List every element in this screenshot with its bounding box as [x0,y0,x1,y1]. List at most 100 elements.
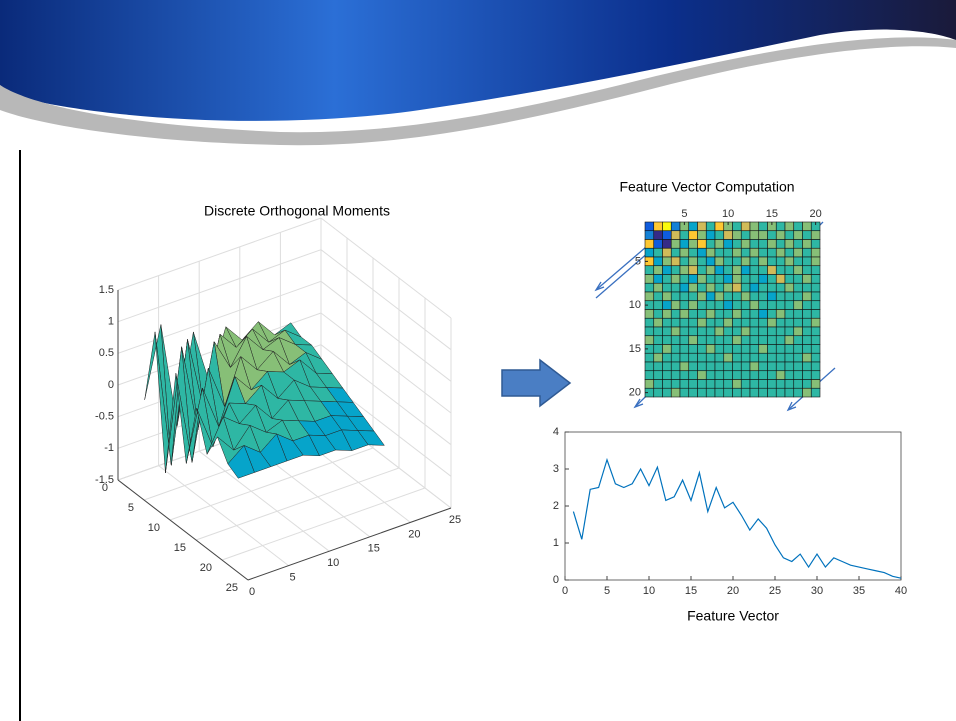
heat-cell [706,275,715,284]
heat-cell [811,292,820,301]
heat-cell [733,318,742,327]
z-tick-label: 0.5 [99,347,114,359]
heat-cell [715,266,724,275]
heat-cell [698,380,707,389]
banner [0,0,956,145]
heat-cell [811,248,820,257]
heat-cell [724,327,733,336]
heat-cell [803,388,812,397]
z-tick-label: -1 [104,442,114,454]
x-tick-label: 10 [327,557,339,569]
heat-cell [645,248,654,257]
heat-cell [776,336,785,345]
heat-cell [794,248,803,257]
chart-title: Discrete Orthogonal Moments [204,203,390,219]
heat-cell [785,301,794,310]
heat-cell [794,257,803,266]
heat-cell [733,380,742,389]
heat-cell [671,222,680,231]
heat-cell [733,362,742,371]
heat-cell [794,283,803,292]
heat-cell [768,318,777,327]
heat-cell [645,283,654,292]
heat-cell [671,266,680,275]
y-tick-label: 20 [200,562,212,574]
x-tick-label: 5 [604,585,610,597]
heat-cell [768,371,777,380]
heat-cell [803,318,812,327]
heat-cell [803,240,812,249]
heat-cell [671,353,680,362]
heat-cell [811,240,820,249]
heat-cell [741,222,750,231]
heat-cell [768,336,777,345]
grid-line [321,218,451,318]
heat-cell [698,310,707,319]
heat-cell [785,327,794,336]
heat-cell [645,327,654,336]
heat-cell [741,283,750,292]
heat-cell [654,345,663,354]
x-tick-label: 5 [290,572,296,584]
heat-cell [715,257,724,266]
heat-cell [785,310,794,319]
heat-cell [759,380,768,389]
heat-cell [680,240,689,249]
heat-cell [741,362,750,371]
heat-cell [715,336,724,345]
heat-cell [794,240,803,249]
heat-cell [680,248,689,257]
heat-cell [733,248,742,257]
heat-cell [724,283,733,292]
heat-cell [680,388,689,397]
heat-cell [724,257,733,266]
heat-cell [785,380,794,389]
heat-cell [706,388,715,397]
heat-cell [741,231,750,240]
heat-cell [724,345,733,354]
heat-cell [689,353,698,362]
heat-cell [645,310,654,319]
heat-cell [671,371,680,380]
heat-cell [706,345,715,354]
y-tick-label: 25 [226,582,238,594]
heat-cell [768,257,777,266]
heat-cell [724,362,733,371]
heat-cell [724,318,733,327]
heat-cell [759,371,768,380]
heat-cell [741,275,750,284]
heat-cell [741,371,750,380]
heat-cell [663,292,672,301]
heat-cell [759,257,768,266]
heat-cell [724,292,733,301]
heat-cell [689,371,698,380]
heat-cell [654,248,663,257]
heat-cell [654,388,663,397]
heat-cell [706,327,715,336]
heat-cell [759,310,768,319]
heat-cell [715,231,724,240]
heat-cell [663,231,672,240]
heat-cell [811,362,820,371]
heat-cell [689,380,698,389]
heat-cell [794,362,803,371]
heat-cell [750,353,759,362]
heat-cell [794,310,803,319]
heat-cell [733,292,742,301]
heat-cell [785,292,794,301]
heat-cell [698,362,707,371]
heat-cell [733,353,742,362]
heat-cell [663,336,672,345]
heat-cell [680,345,689,354]
chart-title: Feature Vector Computation [619,179,794,195]
heat-cell [794,327,803,336]
heat-cell [698,248,707,257]
x-tick-label: 20 [810,208,822,220]
heat-cell [750,283,759,292]
heat-cell [689,301,698,310]
x-tick-label: 10 [643,585,655,597]
y-tick-label: 5 [128,502,134,514]
heat-cell [768,266,777,275]
x-tick-label: 0 [562,585,568,597]
heat-cell [654,275,663,284]
